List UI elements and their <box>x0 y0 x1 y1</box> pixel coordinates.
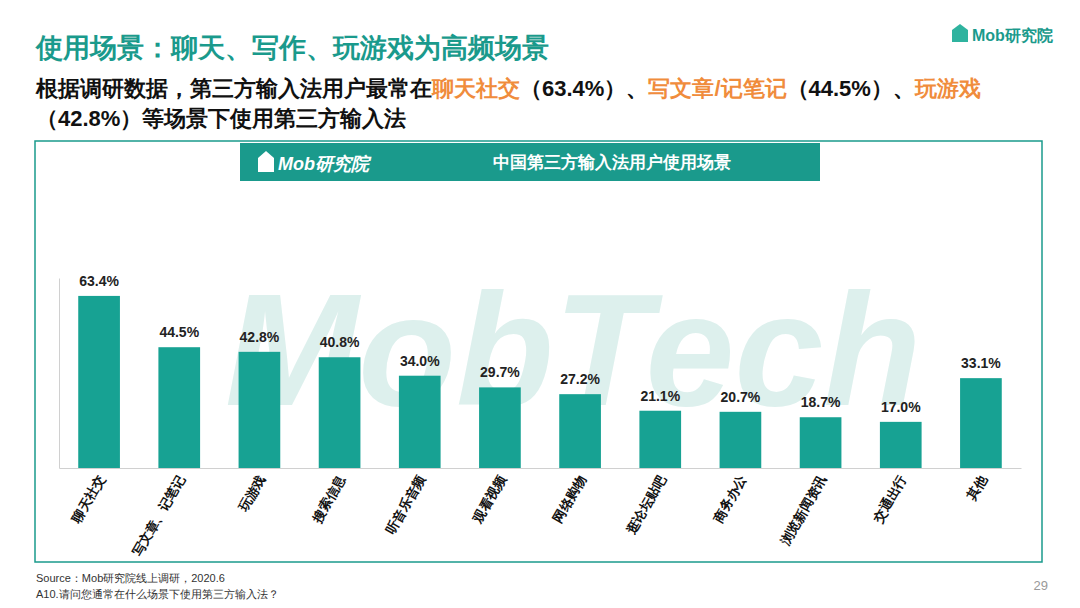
data-label: 29.7% <box>480 364 520 380</box>
x-tick: 交通出行 <box>870 468 909 526</box>
data-label: 18.7% <box>801 394 841 410</box>
x-tick-label: 玩游戏 <box>235 472 268 514</box>
data-labels: 63.4% 44.5% 42.8% 40.8% 34.0% 29.7% 27.2% 21.1%… <box>79 273 1001 415</box>
x-tick: 观看视频 <box>469 468 509 526</box>
chart-title-bar <box>240 143 820 181</box>
bar <box>78 296 120 468</box>
subtitle-highlight: 聊天社交 <box>432 76 520 101</box>
bar <box>239 352 281 468</box>
x-tick-label: 逛论坛贴吧 <box>623 472 669 538</box>
bar <box>639 411 681 468</box>
bar <box>158 347 200 468</box>
bar <box>960 378 1002 468</box>
bar <box>800 417 842 468</box>
y-axis-line <box>59 279 60 469</box>
data-label: 27.2% <box>560 371 600 387</box>
panel-frame <box>35 141 1042 562</box>
subtitle-highlight: 写文章/记笔记 <box>648 76 786 101</box>
subtitle-text: （63.4%）、 <box>520 76 648 101</box>
x-tick: 网络购物 <box>550 468 589 525</box>
bar <box>399 376 441 468</box>
chart-title: 中国第三方输入法用户使用场景 <box>493 153 731 172</box>
y-axis <box>59 279 60 469</box>
x-tick: 玩游戏 <box>235 468 268 515</box>
x-tick: 聊天社交 <box>68 468 107 526</box>
x-tick-label: 观看视频 <box>469 472 509 526</box>
bar <box>880 422 922 468</box>
data-label: 44.5% <box>159 324 199 340</box>
x-tick: 听音乐音频 <box>383 468 429 536</box>
bar <box>479 387 521 468</box>
data-label: 34.0% <box>400 353 440 369</box>
x-axis-line <box>60 468 1022 469</box>
bar <box>319 357 361 468</box>
brand-icon <box>952 24 968 42</box>
data-label: 33.1% <box>961 355 1001 371</box>
data-label: 40.8% <box>320 334 360 350</box>
x-tick-label: 搜索信息 <box>309 472 349 526</box>
subtitle-text: （44.5%）、 <box>787 76 915 101</box>
data-label: 63.4% <box>79 273 119 289</box>
subtitle-highlight: 玩游戏 <box>915 76 981 101</box>
chart-title-brand: Mob研究院 <box>278 154 372 174</box>
x-tick-label: 其他 <box>963 472 990 504</box>
source: Source：Mob研究院线上调研，2020.6 <box>36 572 225 584</box>
subtitle-text: 根据调研数据，第三方输入法用户最常在 <box>36 76 432 101</box>
x-tick-label: 交通出行 <box>870 472 909 525</box>
bar <box>720 412 762 468</box>
x-tick: 其他 <box>963 468 990 503</box>
x-tick: 商务办公 <box>710 468 750 526</box>
x-tick-label: 商务办公 <box>710 472 750 526</box>
x-tick-label: 写文章、记笔记 <box>129 472 187 558</box>
x-axis: 聊天社交写文章、记笔记 玩游戏 搜索信息听音乐音频观看视频 网络购物逛论坛贴吧 商务办公… <box>60 468 1022 559</box>
x-tick: 搜索信息 <box>309 468 349 526</box>
data-label: 20.7% <box>721 389 761 405</box>
x-tick-label: 网络购物 <box>550 472 589 525</box>
data-label: 21.1% <box>640 388 680 404</box>
subtitle-text: （42.8%）等场景下使用第三方输入法 <box>36 106 406 131</box>
chart-svg: Mob研究院MobTechMob研究院中国第三方输入法用户使用场景63.4%44… <box>0 0 1080 608</box>
x-tick-label: 听音乐音频 <box>383 472 429 537</box>
x-tick: 写文章、记笔记 <box>129 468 187 559</box>
page-number: 29 <box>1034 578 1048 593</box>
x-tick: 逛论坛贴吧 <box>623 468 669 537</box>
data-label: 42.8% <box>240 329 280 345</box>
brand-logo: Mob研究院 <box>952 24 1053 44</box>
bar <box>559 394 601 468</box>
x-tick-label: 聊天社交 <box>68 472 107 525</box>
chart-title-logo-icon <box>258 151 274 172</box>
x-tick-label: 浏览新闻资讯 <box>777 472 829 548</box>
question: A10.请问您通常在什么场景下使用第三方输入法？ <box>36 588 279 600</box>
x-tick: 浏览新闻资讯 <box>777 468 829 548</box>
page-title: 使用场景：聊天、写作、玩游戏为高频场景 <box>36 30 549 66</box>
subtitle: 根据调研数据，第三方输入法用户最常在聊天社交（63.4%）、写文章/记笔记（44… <box>36 74 1046 134</box>
bars <box>78 296 1002 468</box>
data-label: 17.0% <box>881 399 921 415</box>
brand-text: Mob研究院 <box>972 27 1053 44</box>
